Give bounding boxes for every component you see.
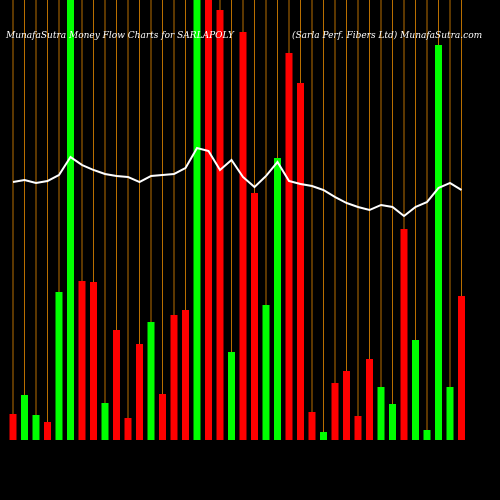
chart-title: MunafaSutra Money Flow Charts for SARLAP… xyxy=(5,31,235,41)
bar xyxy=(251,193,258,440)
bar xyxy=(412,340,419,440)
bar xyxy=(67,0,74,440)
bar xyxy=(239,32,247,440)
chart-subtitle: (Sarla Perf. Fibers Ltd) MunafaSutra.com xyxy=(292,30,482,41)
bar xyxy=(377,387,385,440)
line xyxy=(12,146,463,218)
bar xyxy=(297,83,304,440)
bar xyxy=(124,418,132,440)
bar xyxy=(320,432,327,440)
bar xyxy=(423,430,431,440)
bar xyxy=(101,403,109,440)
bar xyxy=(446,387,454,440)
bar xyxy=(216,10,224,440)
bar xyxy=(343,371,350,440)
bar xyxy=(182,310,189,440)
bar xyxy=(44,422,51,440)
bar xyxy=(193,0,201,440)
bar xyxy=(262,305,270,440)
bar xyxy=(228,352,235,440)
bar xyxy=(90,282,97,440)
bar xyxy=(435,45,442,440)
bar xyxy=(389,404,396,440)
bar xyxy=(147,322,155,440)
bar xyxy=(113,330,120,440)
bar xyxy=(354,416,362,440)
bar xyxy=(159,394,166,440)
bar xyxy=(458,296,465,440)
bar xyxy=(366,359,373,440)
bar xyxy=(285,53,293,440)
bar xyxy=(9,414,17,440)
bar xyxy=(55,292,63,440)
bar xyxy=(78,281,86,440)
bar xyxy=(136,344,143,440)
bar xyxy=(32,415,40,440)
lines xyxy=(12,146,463,218)
bar xyxy=(308,412,316,440)
bar xyxy=(170,315,178,440)
bars xyxy=(9,0,465,440)
bar xyxy=(205,0,212,440)
bar xyxy=(400,229,408,440)
bar xyxy=(331,383,339,440)
bar xyxy=(274,158,281,440)
bar xyxy=(21,395,28,440)
